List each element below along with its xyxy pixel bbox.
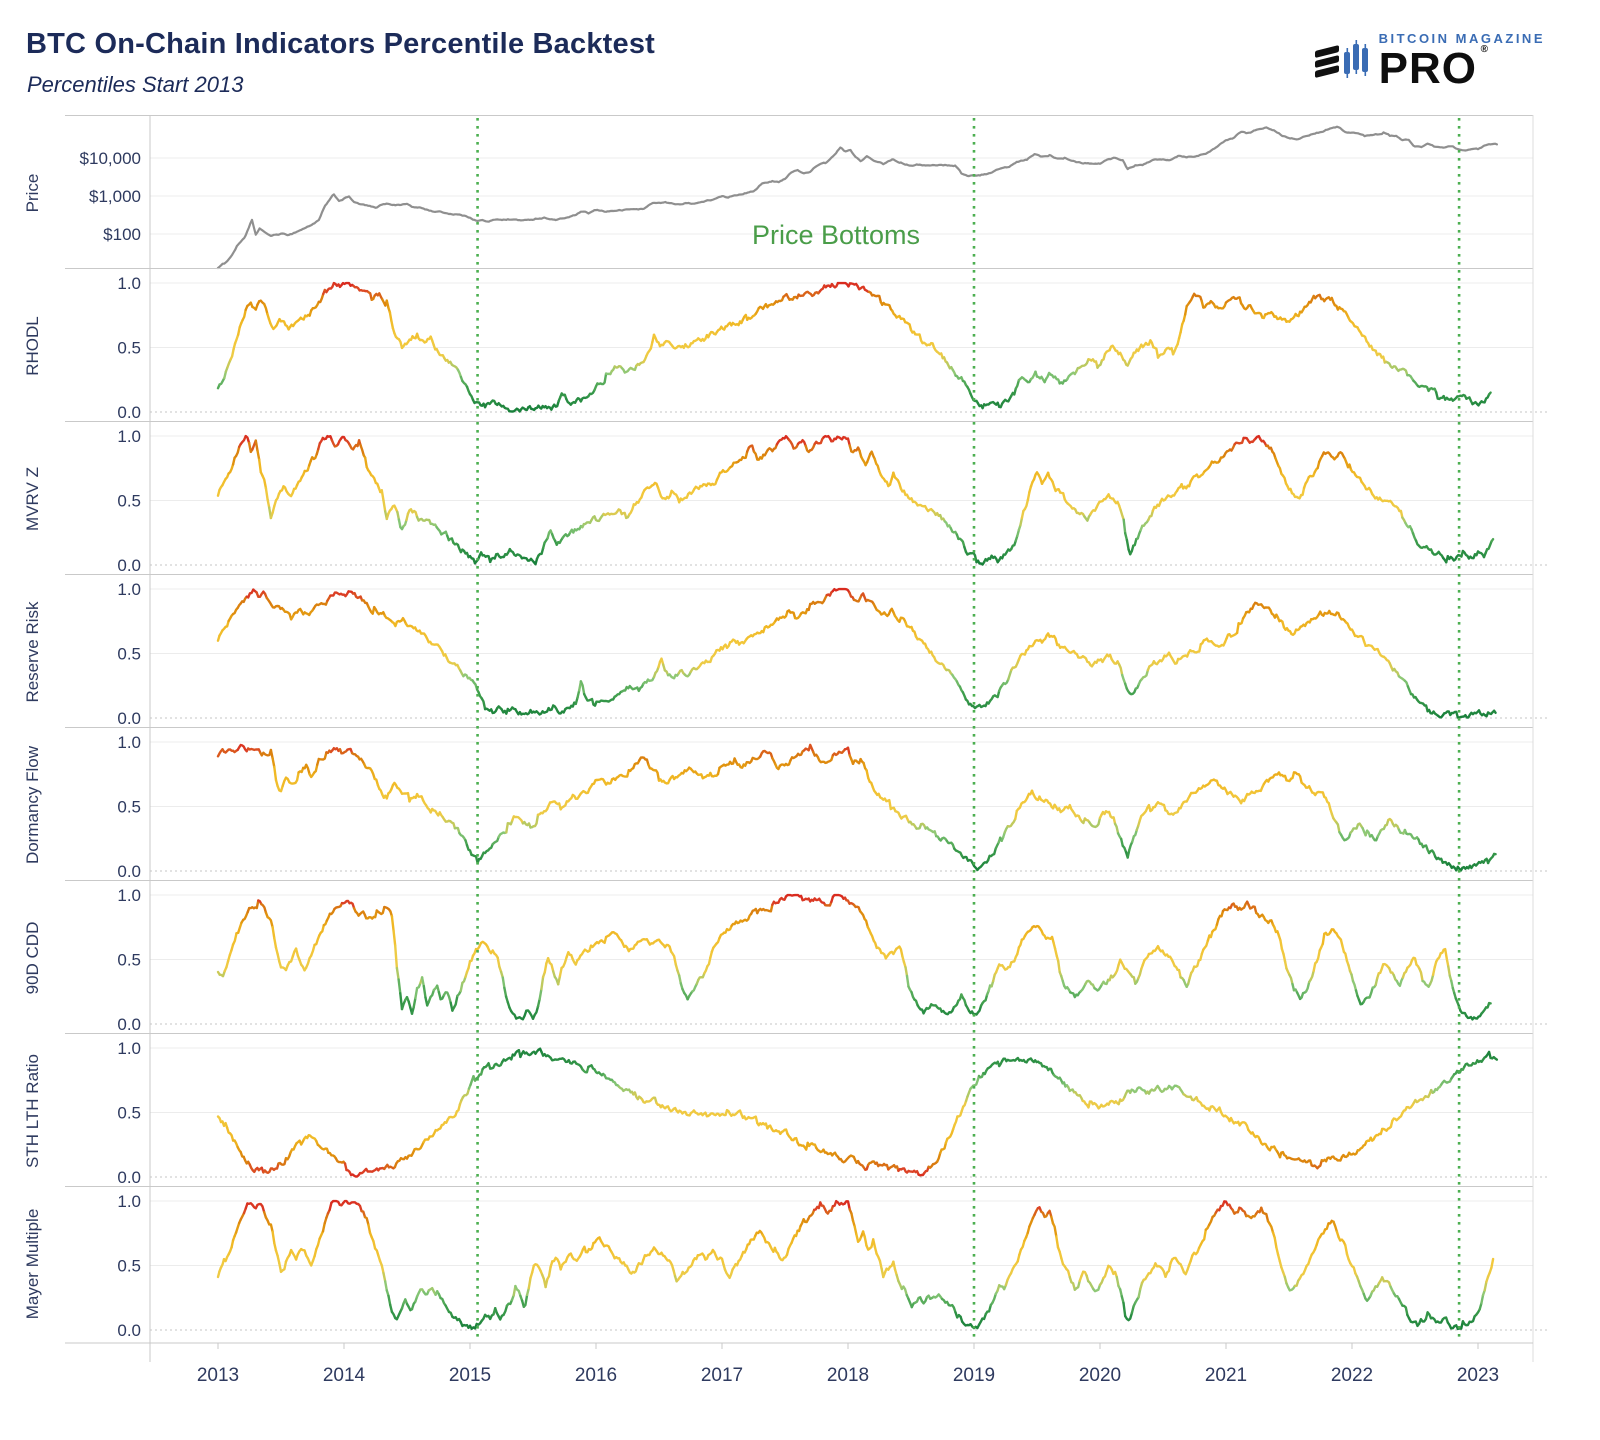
series-line-sth_lth_ratio (216, 1047, 1499, 1178)
panel-label-rhodl: RHODL (23, 316, 42, 376)
logo-top-text: BITCOIN MAGAZINE (1378, 31, 1545, 46)
panel-label-cdd_90d: 90D CDD (23, 922, 42, 995)
year-label: 2022 (1331, 1365, 1373, 1386)
tick-label-dormancy_flow: 0.0 (117, 862, 141, 881)
panel-sth_lth_ratio: 1.0 0.5 0.0 STH LTH Ratio (23, 1033, 1548, 1187)
tick-label-cdd_90d: 0.0 (117, 1015, 141, 1034)
series-line-mvrvz (216, 434, 1495, 566)
year-label: 2019 (953, 1365, 995, 1386)
panel-label-dormancy_flow: Dormancy Flow (23, 745, 42, 864)
year-label: 2015 (449, 1365, 491, 1386)
tick-label-rhodl: 0.5 (117, 339, 141, 358)
series-line-price (216, 125, 1498, 270)
panel-label-reserve_risk: Reserve Risk (23, 601, 42, 703)
year-label: 2016 (575, 1365, 617, 1386)
year-label: 2020 (1079, 1365, 1121, 1386)
tick-label-sth_lth_ratio: 0.0 (117, 1168, 141, 1187)
panel-cdd_90d: 1.0 0.5 0.0 90D CDD (23, 880, 1548, 1034)
tick-label-reserve_risk: 1.0 (117, 580, 141, 599)
tick-label-price: $100 (103, 225, 141, 244)
tick-label-mvrvz: 0.5 (117, 492, 141, 511)
panel-label-mayer_multiple: Mayer Multiple (23, 1209, 42, 1320)
series-line-mayer_multiple (216, 1199, 1495, 1331)
page-title: BTC On-Chain Indicators Percentile Backt… (26, 28, 656, 60)
year-label: 2017 (701, 1365, 743, 1386)
tick-label-mayer_multiple: 1.0 (117, 1192, 141, 1211)
panel-mayer_multiple: 1.0 0.5 0.0 Mayer Multiple (23, 1186, 1548, 1340)
tick-label-cdd_90d: 1.0 (117, 886, 141, 905)
panel-label-sth_lth_ratio: STH LTH Ratio (23, 1054, 42, 1168)
year-label: 2014 (323, 1365, 366, 1386)
tick-label-reserve_risk: 0.5 (117, 645, 141, 664)
panel-price: $10,000 $1,000 $100 Price (23, 115, 1533, 270)
year-label: 2013 (197, 1365, 239, 1386)
tick-label-cdd_90d: 0.5 (117, 951, 141, 970)
logo-icon (1311, 30, 1369, 93)
bitcoin-magazine-pro-logo: BITCOIN MAGAZINE PRO ® (1311, 30, 1545, 93)
tick-label-dormancy_flow: 0.5 (117, 798, 141, 817)
tick-label-mayer_multiple: 0.5 (117, 1257, 141, 1276)
tick-label-rhodl: 0.0 (117, 403, 141, 422)
tick-label-reserve_risk: 0.0 (117, 709, 141, 728)
page-subtitle: Percentiles Start 2013 (27, 72, 244, 97)
panel-dormancy_flow: 1.0 0.5 0.0 Dormancy Flow (23, 727, 1548, 881)
tick-label-sth_lth_ratio: 1.0 (117, 1039, 141, 1058)
logo-main-text: PRO ® (1378, 44, 1489, 93)
price-bottoms-annotation: Price Bottoms (752, 220, 920, 250)
tick-label-price: $10,000 (80, 149, 141, 168)
series-line-reserve_risk (216, 587, 1497, 719)
series-line-dormancy_flow (216, 743, 1497, 872)
tick-label-rhodl: 1.0 (117, 274, 141, 293)
panel-rhodl: 1.0 0.5 0.0 RHODL (23, 268, 1548, 422)
x-axis: 2013 2014 2015 2016 2017 2018 2019 2020 2021 2022… (65, 1342, 1533, 1386)
tick-label-price: $1,000 (89, 187, 141, 206)
series-line-cdd_90d (216, 893, 1492, 1021)
tick-label-mayer_multiple: 0.0 (117, 1321, 141, 1340)
panel-mvrvz: 1.0 0.5 0.0 MVRV Z (23, 421, 1548, 575)
tick-label-dormancy_flow: 1.0 (117, 733, 141, 752)
panel-label-price: Price (23, 174, 42, 213)
series-line-rhodl (216, 281, 1492, 413)
tick-label-sth_lth_ratio: 0.5 (117, 1104, 141, 1123)
panel-reserve_risk: 1.0 0.5 0.0 Reserve Risk (23, 574, 1548, 728)
panel-label-mvrvz: MVRV Z (23, 467, 42, 531)
year-label: 2023 (1457, 1365, 1499, 1386)
tick-label-mvrvz: 0.0 (117, 556, 141, 575)
tick-label-mvrvz: 1.0 (117, 427, 141, 446)
year-label: 2018 (827, 1365, 869, 1386)
year-label: 2021 (1205, 1365, 1247, 1386)
logo-registered-mark: ® (1480, 44, 1489, 55)
